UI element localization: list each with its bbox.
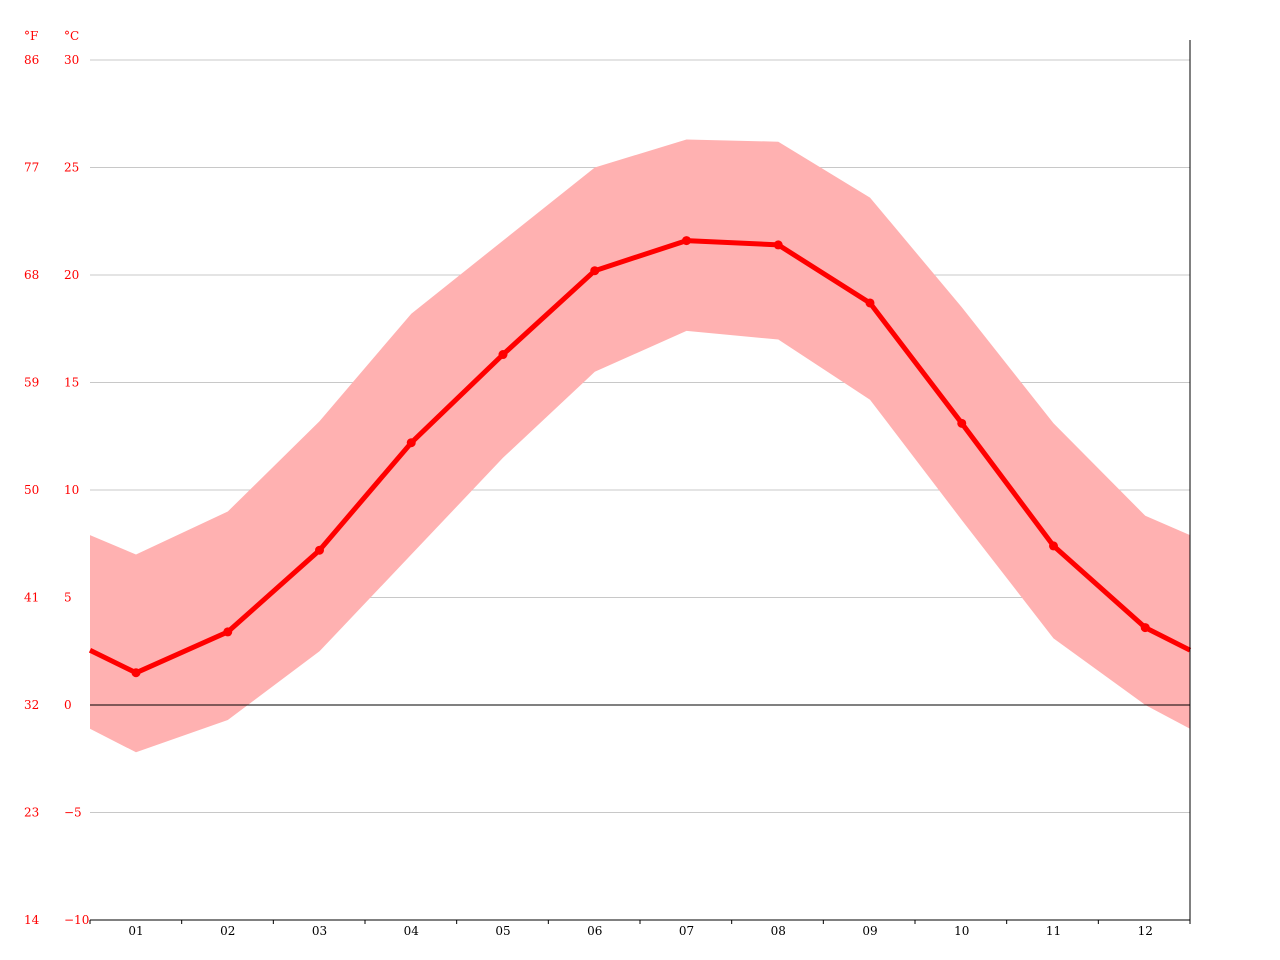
mean-temperature-series [88,236,1192,678]
x-tick-label: 09 [862,924,877,938]
mean-point [315,545,324,555]
mean-point [590,266,600,276]
x-tick-label: 02 [220,924,235,938]
y-tick-label-celsius: 10 [64,483,79,497]
x-tick-label: 05 [495,924,510,938]
y-tick-label-fahrenheit: 59 [24,376,39,390]
mean-point [1140,623,1150,633]
mean-point [682,236,691,246]
axes [89,40,1191,924]
y-tick-label-celsius: 20 [64,268,79,282]
x-tick-label: 08 [771,924,786,938]
y-tick-label-fahrenheit: 86 [24,53,39,67]
mean-temperature-line [88,238,1192,676]
mean-point [865,298,875,308]
celsius-unit-label: °C [64,29,79,43]
y-tick-label-celsius: 25 [64,161,79,175]
y-tick-label-fahrenheit: 68 [24,268,39,282]
temperature-range-band [90,139,1190,753]
mean-point [1049,541,1058,551]
x-axis-labels: 01 02 03 04 05 06 07 08 09 10 11 12 [128,924,1153,938]
mean-point [957,418,967,428]
x-tick-label: 06 [587,924,602,938]
y-tick-label-fahrenheit: 50 [24,483,39,497]
y-tick-label-fahrenheit: 41 [24,591,39,605]
x-tick-label: 01 [128,924,143,938]
y-tick-label-fahrenheit: 23 [24,806,39,820]
y-tick-label-celsius: 0 [64,698,72,712]
fahrenheit-unit-label: °F [24,29,38,43]
min-max-range-area [90,139,1190,753]
x-tick-label: 03 [312,924,327,938]
y-tick-label-celsius: 30 [64,53,79,67]
mean-point [131,668,141,678]
x-tick-label: 11 [1046,924,1061,938]
y-tick-label-fahrenheit: 14 [24,913,40,927]
y-tick-label-celsius: 5 [64,591,72,605]
mean-point [223,627,233,637]
x-tick-label: 12 [1138,924,1153,938]
mean-point [498,350,508,360]
mean-point [773,240,783,250]
mean-point [406,438,416,448]
y-tick-label-celsius: −10 [64,913,89,927]
y-tick-label-fahrenheit: 32 [24,698,39,712]
x-tick-label: 04 [404,924,420,938]
x-tick-label: 10 [954,924,969,938]
y-axis-labels: °F °C 86 30 77 25 68 20 59 15 50 10 41 5 32 0 23 −5 14 −1… [24,29,89,927]
x-tick-label: 07 [679,924,694,938]
y-tick-label-celsius: −5 [64,806,82,820]
y-tick-label-celsius: 15 [64,376,79,390]
y-tick-label-fahrenheit: 77 [24,161,39,175]
